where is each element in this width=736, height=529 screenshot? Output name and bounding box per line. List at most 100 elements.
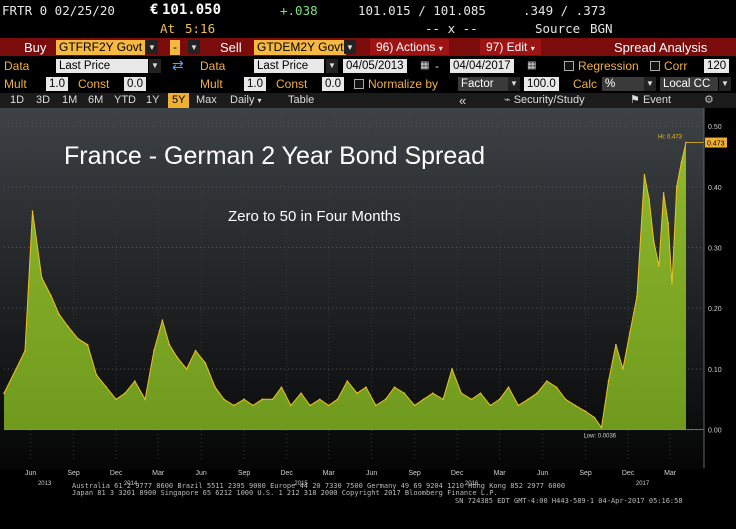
data-point <box>365 386 367 388</box>
parameters-row-1: Data Last Price ▼ ⇄ Data Last Price ▼ 04… <box>0 57 736 74</box>
range-tab-5y[interactable]: 5Y <box>168 93 190 108</box>
data-point <box>470 398 473 401</box>
start-calendar-icon[interactable]: ▦ <box>420 60 430 71</box>
buy-data-dropdown[interactable]: ▼ <box>149 58 161 73</box>
x-tick-label: Dec <box>280 470 293 477</box>
operator-field[interactable]: - <box>170 39 180 55</box>
spread-line <box>3 142 687 429</box>
data-point <box>204 362 207 364</box>
buy-data-field[interactable]: Last Price <box>56 58 148 73</box>
table-button[interactable]: Table <box>288 94 315 106</box>
x-tick-label: Dec <box>110 470 123 477</box>
data-point <box>536 392 538 395</box>
normalize-label: Normalize by <box>368 76 439 91</box>
x-year-label: 2016 <box>465 481 479 487</box>
start-date-field[interactable]: 04/05/2013 <box>343 58 407 73</box>
sell-security-dropdown[interactable]: ▼ <box>344 40 356 54</box>
event-label: Event <box>642 94 672 106</box>
corr-checkbox[interactable] <box>650 60 660 71</box>
quote-header: FRTR 0 02/25/20 € 101.050 +.038 101.015 … <box>0 0 736 38</box>
data-point <box>261 398 264 401</box>
sell-mult-field[interactable]: 1.0 <box>244 76 266 91</box>
data-point <box>667 222 670 225</box>
footer-line-3: SN 724385 EDT GMT-4:00 H443-589-1 04-Apr… <box>455 497 683 505</box>
sell-const-field[interactable]: 0.0 <box>322 76 344 91</box>
data-point <box>479 392 482 395</box>
corr-window-field[interactable]: 120 <box>704 58 730 73</box>
mult2-label: Mult <box>200 76 223 91</box>
calc-dropdown[interactable]: ▼ <box>644 76 656 91</box>
data-point <box>115 398 117 401</box>
data-point <box>403 392 406 395</box>
data-point <box>133 380 136 382</box>
data-point <box>432 392 434 395</box>
currency-field[interactable]: Local CC <box>660 76 718 91</box>
spread-chart: 0.50 0.40 0.30 0.20 0.10 0.00 Jun Sep Dec Mar Jun S… <box>0 108 736 529</box>
collapse-button[interactable]: « <box>459 93 467 108</box>
data-point <box>356 392 358 395</box>
data-point <box>636 295 638 297</box>
range-tab-ytd[interactable]: YTD <box>114 94 136 106</box>
normalize-checkbox[interactable] <box>354 78 364 89</box>
range-tab-3d[interactable]: 3D <box>36 94 51 106</box>
x-year-label: 2017 <box>636 481 650 487</box>
buy-security-dropdown[interactable]: ▼ <box>146 40 158 54</box>
x-tick-label: Dec <box>622 470 635 477</box>
x-year-label: 2014 <box>124 481 138 487</box>
data-point <box>593 416 596 419</box>
normalize-method-field[interactable]: Factor <box>458 76 518 91</box>
period-dropdown[interactable]: Daily ▾ <box>230 94 262 106</box>
x-tick-label: Mar <box>152 470 165 477</box>
data-point <box>336 398 339 401</box>
swap-icon[interactable]: ⇄ <box>172 57 184 73</box>
security-study-label: Security/Study <box>513 94 585 106</box>
normalize-method-dropdown[interactable]: ▼ <box>508 76 520 91</box>
data-point <box>161 319 164 322</box>
chart-settings-icon[interactable]: ⚙ <box>704 94 714 106</box>
data-point <box>67 325 69 328</box>
y-tick-label: 0.20 <box>708 306 722 313</box>
currency-dropdown[interactable]: ▼ <box>719 76 731 91</box>
buy-mult-field[interactable]: 1.0 <box>46 76 68 91</box>
event-button[interactable]: ⚑ Event <box>626 93 675 108</box>
data-point <box>153 349 155 352</box>
sell-security-field[interactable]: GTDEM2Y Govt <box>254 39 347 55</box>
regression-checkbox[interactable] <box>564 60 574 71</box>
chart-canvas: 0.50 0.40 0.30 0.20 0.10 0.00 Jun Sep Dec Mar Jun S… <box>0 108 727 487</box>
spread-analysis-title: Spread Analysis <box>614 39 708 55</box>
sell-label: Sell <box>220 39 242 55</box>
buy-const-field[interactable]: 0.0 <box>124 76 146 91</box>
last-price: 101.050 <box>162 2 222 18</box>
buy-security-field[interactable]: GTFRF2Y Govt <box>56 39 146 55</box>
data-point <box>15 368 17 370</box>
range-tab-1m[interactable]: 1M <box>62 94 78 106</box>
end-calendar-icon[interactable]: ▦ <box>527 60 537 71</box>
footer-line-1: Australia 61 2 9777 8600 Brazil 5511 239… <box>72 482 566 490</box>
data-point <box>527 398 529 401</box>
edit-menu-button[interactable]: 97) Edit ▾ <box>480 39 541 55</box>
security-study-button[interactable]: ⌁ Security/Study <box>500 93 589 108</box>
low-label: Low: 0.0036 <box>583 434 616 440</box>
data-point <box>648 198 650 200</box>
sell-data-dropdown[interactable]: ▼ <box>326 58 338 73</box>
calc-field[interactable]: % <box>602 76 644 91</box>
data-point <box>574 404 577 407</box>
range-toolbar: 1D 3D 1M 6M YTD 1Y 5Y Max Daily ▾ Table « ⌁ Sec… <box>0 93 736 108</box>
const-label: Const <box>78 76 110 91</box>
data-point <box>24 349 26 352</box>
study-chart-icon: ⌁ <box>504 94 511 106</box>
actions-menu-button[interactable]: 96) Actions ▾ <box>370 39 449 55</box>
range-tab-6m[interactable]: 6M <box>88 94 104 106</box>
x-tick-label: Jun <box>195 470 206 477</box>
data-point <box>675 186 678 188</box>
sell-data-field[interactable]: Last Price <box>254 58 324 73</box>
operator-dropdown[interactable]: ▼ <box>188 40 200 54</box>
range-tab-max[interactable]: Max <box>196 94 217 106</box>
data-point <box>58 313 60 316</box>
end-date-field[interactable]: 04/04/2017 <box>450 58 514 73</box>
regression-label: Regression <box>578 58 639 73</box>
factor-value-field[interactable]: 100.0 <box>524 76 559 91</box>
high-label: Hi: 0.473 <box>658 135 683 141</box>
range-tab-1d[interactable]: 1D <box>10 94 25 106</box>
range-tab-1y[interactable]: 1Y <box>146 94 160 106</box>
